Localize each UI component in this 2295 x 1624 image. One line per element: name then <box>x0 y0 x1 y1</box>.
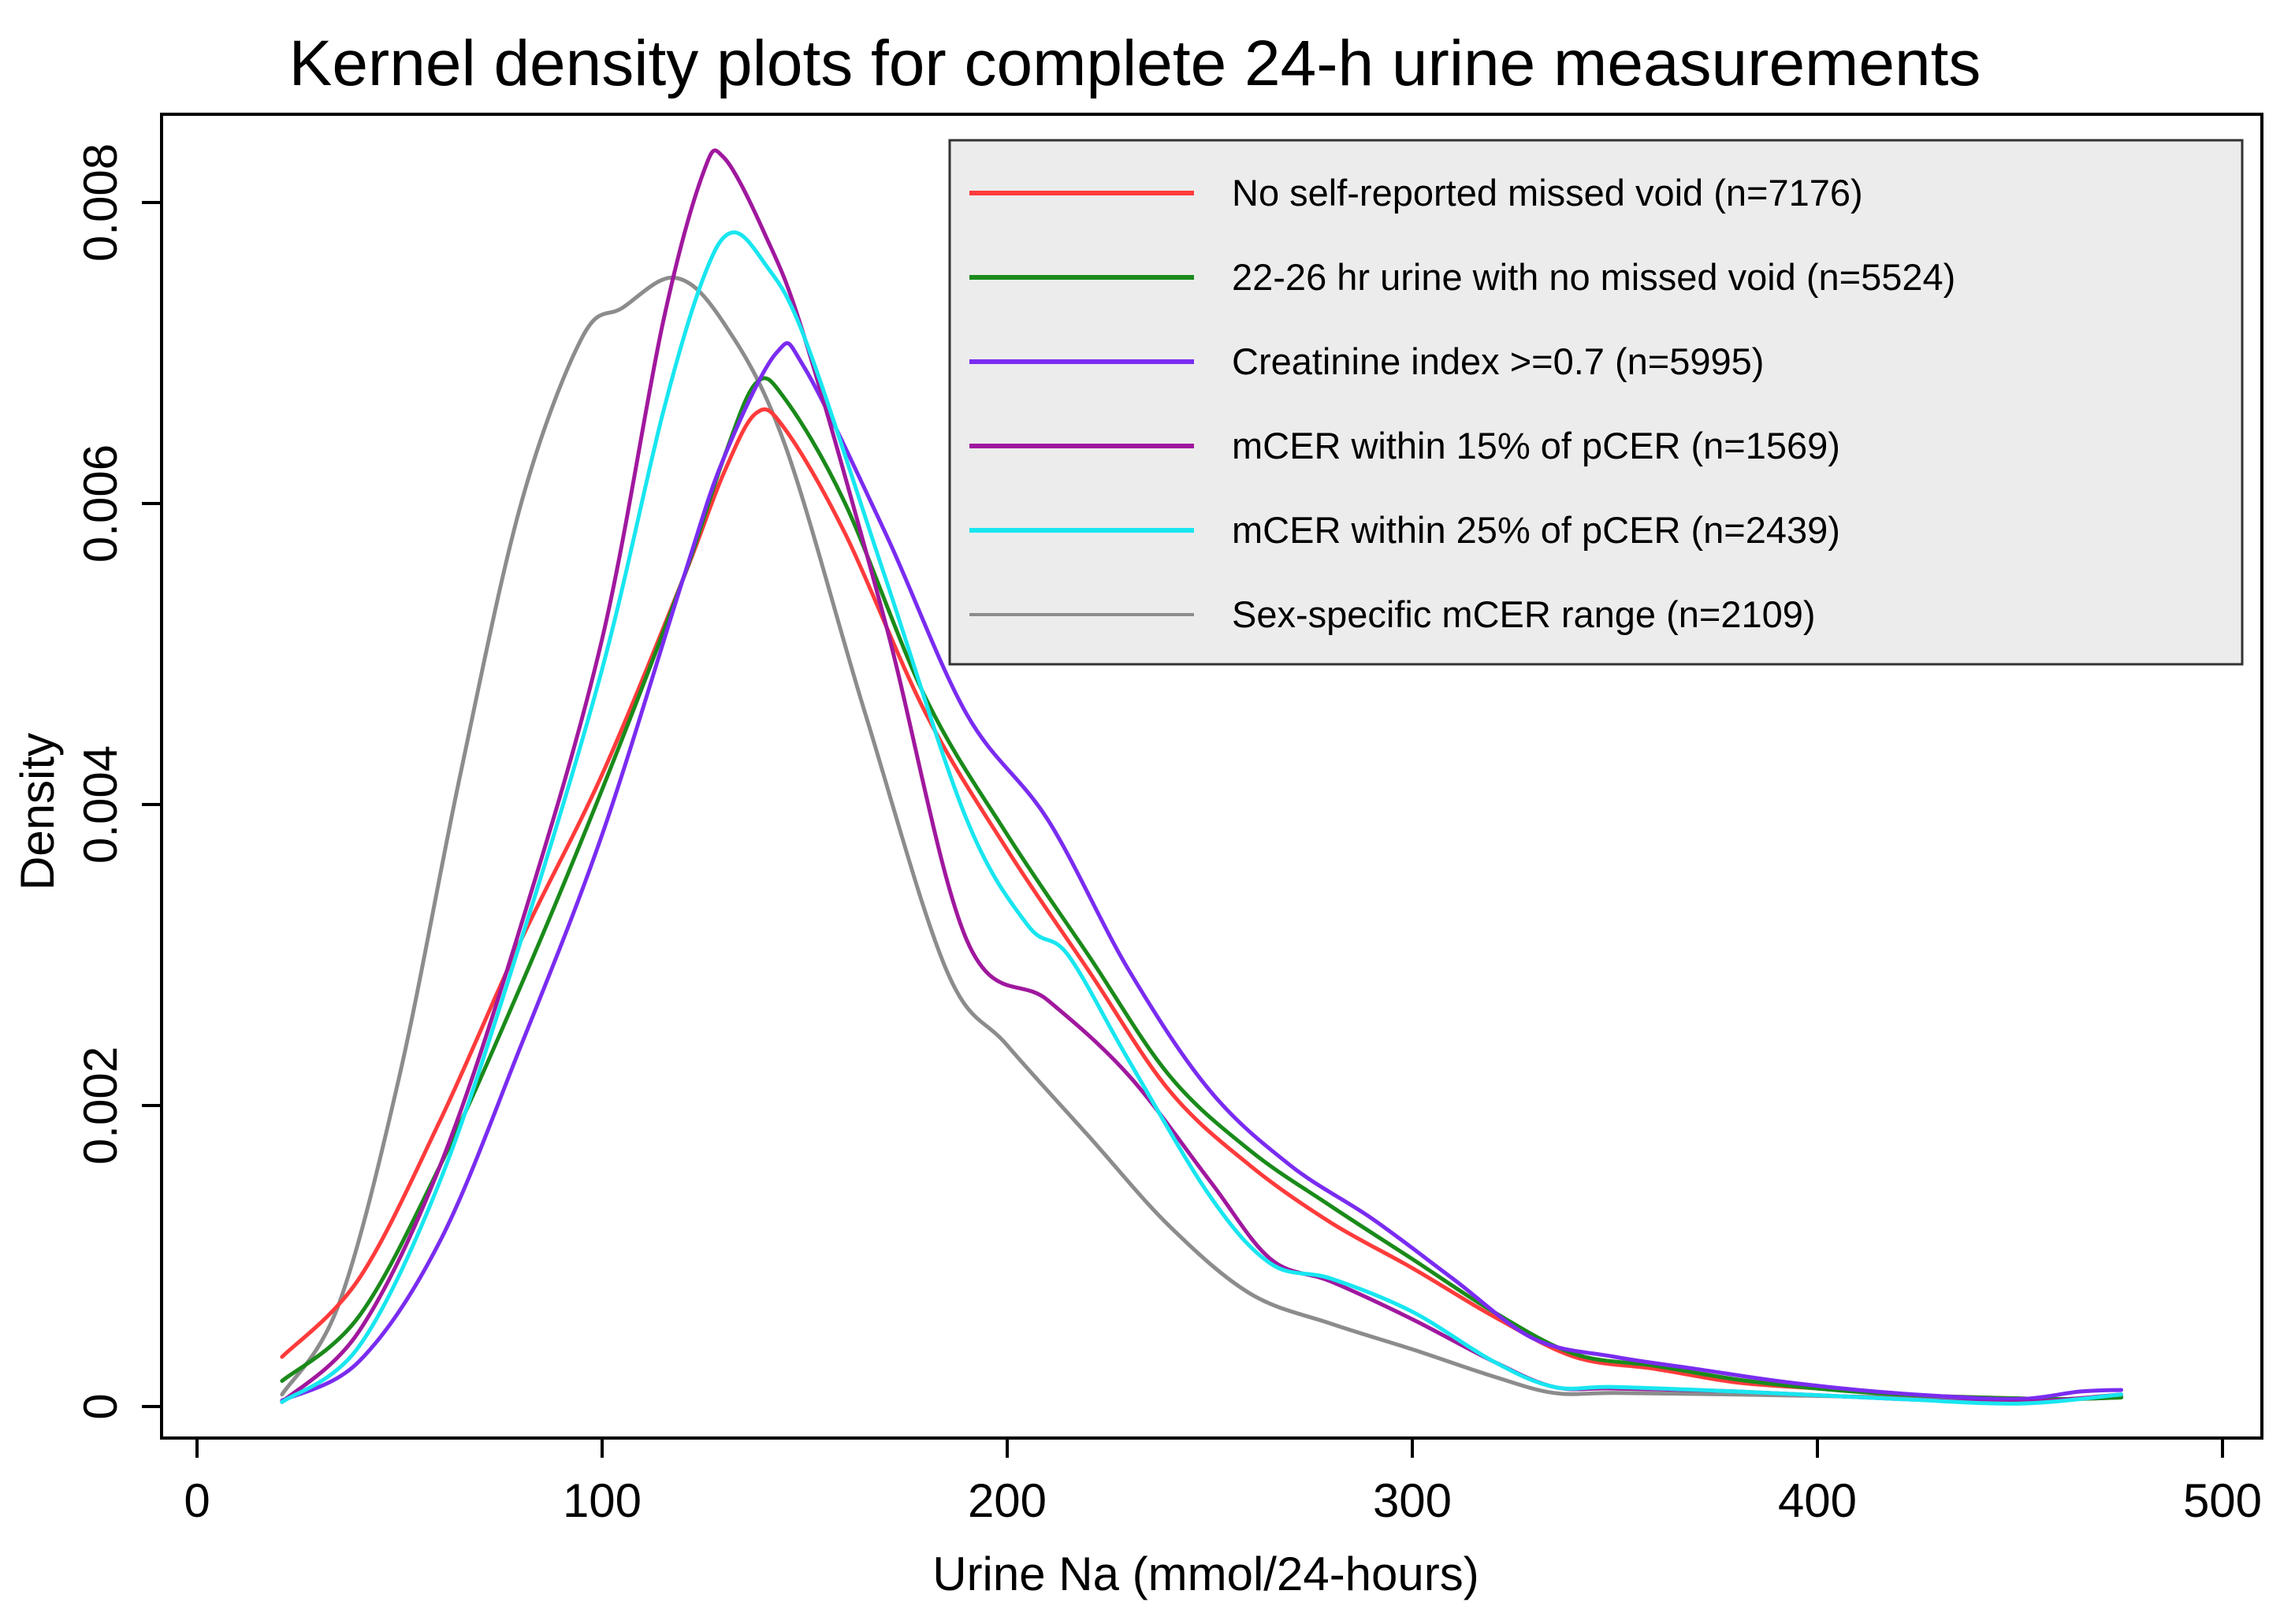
legend-label-4: mCER within 15% of pCER (n=1569) <box>1232 425 1840 466</box>
y-axis: 0 0.002 0.004 0.006 0.008 <box>74 143 163 1420</box>
legend-label-3: Creatinine index >=0.7 (n=5995) <box>1232 340 1764 382</box>
y-tick-label: 0 <box>74 1393 127 1419</box>
x-axis: 0 100 200 300 400 500 <box>184 1436 2262 1527</box>
legend: No self-reported missed void (n=7176) 22-… <box>948 139 2244 666</box>
y-tick-label: 0.006 <box>74 444 127 563</box>
x-tick-label: 400 <box>1778 1474 1857 1527</box>
legend-label-1: No self-reported missed void (n=7176) <box>1232 172 1863 214</box>
y-tick-label: 0.004 <box>74 745 127 864</box>
x-tick-label: 500 <box>2183 1474 2262 1527</box>
legend-label-5: mCER within 25% of pCER (n=2439) <box>1232 509 1840 551</box>
legend-label-2: 22-26 hr urine with no missed void (n=55… <box>1232 256 1955 298</box>
legend-label-6: Sex-specific mCER range (n=2109) <box>1232 593 1816 635</box>
y-axis-label: Density <box>11 733 64 890</box>
y-tick-label: 0.008 <box>74 143 127 262</box>
legend-box <box>948 139 2244 666</box>
x-tick-label: 0 <box>184 1474 210 1527</box>
series-lines <box>280 148 2123 1406</box>
x-axis-label: Urine Na (mmol/24-hours) <box>932 1548 1479 1600</box>
series-line-2 <box>280 376 2123 1401</box>
series-line-1 <box>280 407 2123 1401</box>
chart-title: Kernel density plots for complete 24-h u… <box>289 28 1981 99</box>
series-line-5 <box>280 230 2123 1406</box>
series-line-6 <box>280 275 2123 1403</box>
x-tick-label: 100 <box>563 1474 642 1527</box>
series-line-3 <box>280 341 2123 1403</box>
y-tick-label: 0.002 <box>74 1046 127 1165</box>
x-tick-label: 300 <box>1373 1474 1452 1527</box>
x-tick-label: 200 <box>968 1474 1047 1527</box>
